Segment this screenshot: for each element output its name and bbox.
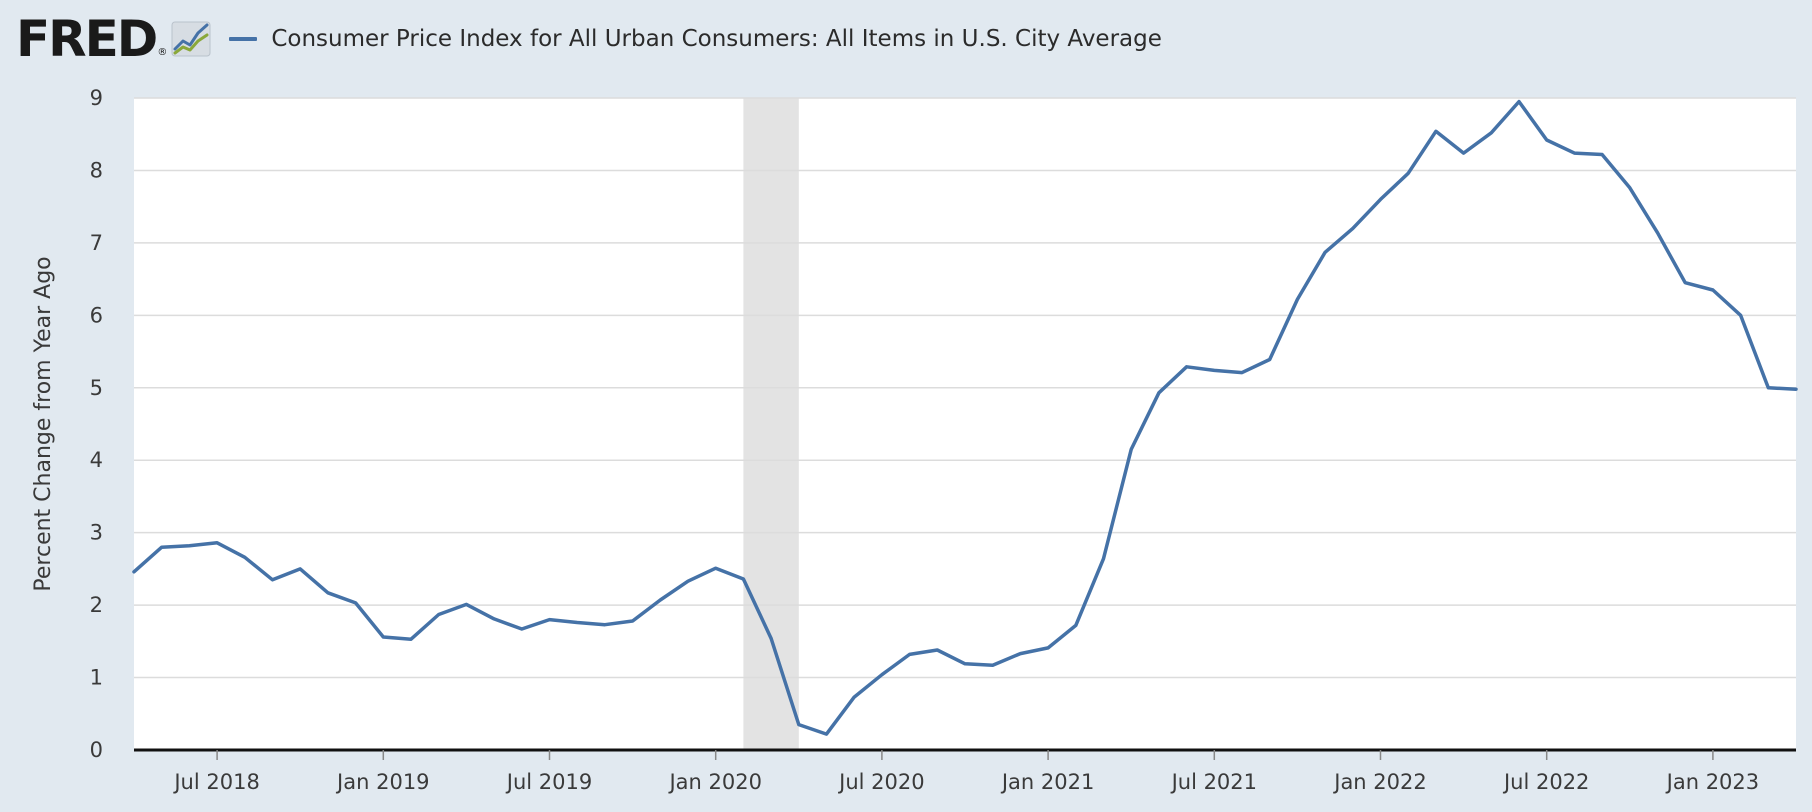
data-point[interactable]: [1458, 147, 1470, 159]
data-point[interactable]: [627, 615, 639, 627]
data-point[interactable]: [1181, 361, 1193, 373]
data-point[interactable]: [239, 551, 251, 563]
data-point[interactable]: [959, 658, 971, 670]
y-tick-label: 1: [90, 666, 103, 690]
data-point[interactable]: [1762, 382, 1774, 394]
data-point[interactable]: [322, 587, 334, 599]
data-point[interactable]: [1652, 227, 1664, 239]
data-point[interactable]: [1291, 293, 1303, 305]
data-point[interactable]: [267, 574, 279, 586]
data-point[interactable]: [1236, 367, 1248, 379]
x-tick-label: Jan 2020: [667, 770, 762, 794]
x-tick-label: Jan 2022: [1332, 770, 1427, 794]
data-point[interactable]: [1624, 182, 1636, 194]
fred-logo[interactable]: FRED: [16, 10, 158, 68]
data-point[interactable]: [1485, 127, 1497, 139]
y-tick-label: 6: [90, 303, 103, 327]
data-point[interactable]: [1319, 246, 1331, 258]
data-point[interactable]: [405, 633, 417, 645]
data-point[interactable]: [765, 632, 777, 644]
data-point[interactable]: [682, 575, 694, 587]
data-point[interactable]: [1707, 284, 1719, 296]
x-tick-label: Jul 2019: [505, 770, 592, 794]
y-tick-label: 0: [90, 738, 103, 762]
x-tick-label: Jul 2020: [837, 770, 924, 794]
x-tick-label: Jul 2022: [1502, 770, 1589, 794]
y-tick-label: 2: [90, 593, 103, 617]
recession-shading: [743, 98, 799, 750]
data-point[interactable]: [987, 659, 999, 671]
data-point[interactable]: [350, 597, 362, 609]
data-point[interactable]: [1153, 387, 1165, 399]
legend-swatch: [229, 37, 258, 41]
data-point[interactable]: [544, 614, 556, 626]
data-point[interactable]: [488, 613, 500, 625]
data-point[interactable]: [1208, 364, 1220, 376]
data-point[interactable]: [1596, 149, 1608, 161]
series-line[interactable]: [132, 99, 1798, 736]
data-point[interactable]: [183, 540, 195, 552]
y-tick-label: 3: [90, 521, 103, 545]
x-tick-label: Jan 2021: [1000, 770, 1095, 794]
data-point[interactable]: [1098, 553, 1110, 565]
data-point[interactable]: [599, 619, 611, 631]
data-point[interactable]: [571, 616, 583, 628]
data-point[interactable]: [1264, 354, 1276, 366]
y-tick-label: 5: [90, 376, 103, 400]
data-point[interactable]: [1014, 648, 1026, 660]
data-point[interactable]: [1347, 222, 1359, 234]
legend[interactable]: Consumer Price Index for All Urban Consu…: [229, 26, 1162, 52]
data-point[interactable]: [1735, 309, 1747, 321]
data-point[interactable]: [821, 728, 833, 740]
data-point[interactable]: [848, 691, 860, 703]
data-point[interactable]: [904, 648, 916, 660]
legend-label: Consumer Price Index for All Urban Consu…: [271, 26, 1162, 52]
data-point[interactable]: [793, 719, 805, 731]
data-point[interactable]: [460, 598, 472, 610]
plot-background: [134, 98, 1796, 750]
data-point[interactable]: [710, 562, 722, 574]
data-point[interactable]: [1430, 125, 1442, 137]
y-axis-title: Percent Change from Year Ago: [31, 256, 56, 591]
data-point[interactable]: [1568, 147, 1580, 159]
data-point[interactable]: [1125, 443, 1137, 455]
data-point[interactable]: [876, 669, 888, 681]
data-point[interactable]: [654, 594, 666, 606]
fred-graph-icon: [171, 21, 211, 57]
data-point[interactable]: [1042, 642, 1054, 654]
data-point[interactable]: [156, 541, 168, 553]
data-point[interactable]: [931, 644, 943, 656]
x-tick-label: Jan 2019: [335, 770, 430, 794]
data-point[interactable]: [128, 566, 140, 578]
x-tick-label: Jan 2023: [1665, 770, 1760, 794]
data-point[interactable]: [433, 609, 445, 621]
y-tick-label: 8: [90, 158, 103, 182]
registered-mark: ®: [157, 47, 168, 58]
data-point[interactable]: [1513, 96, 1525, 108]
data-point[interactable]: [211, 537, 223, 549]
data-point[interactable]: [1679, 277, 1691, 289]
data-point[interactable]: [516, 623, 528, 635]
data-point[interactable]: [1790, 383, 1802, 395]
data-point[interactable]: [377, 631, 389, 643]
data-point[interactable]: [737, 573, 749, 585]
plot-area: 0 1 2 3 4 5 6 7 8 9 Jul 2018 Jan 2019 Jul 2019 Jan 20…: [31, 86, 1802, 794]
y-tick-label: 4: [90, 448, 103, 472]
y-tick-label: 9: [90, 86, 103, 110]
x-tick-label: Jul 2021: [1170, 770, 1257, 794]
y-tick-label: 7: [90, 231, 103, 255]
chart-header: FRED ® Consumer Price Index for All Urba…: [16, 14, 1162, 64]
x-tick-label: Jul 2018: [172, 770, 259, 794]
data-point[interactable]: [1375, 193, 1387, 205]
data-point[interactable]: [1541, 134, 1553, 146]
data-point[interactable]: [1402, 167, 1414, 179]
data-point[interactable]: [294, 563, 306, 575]
data-point[interactable]: [1070, 619, 1082, 631]
